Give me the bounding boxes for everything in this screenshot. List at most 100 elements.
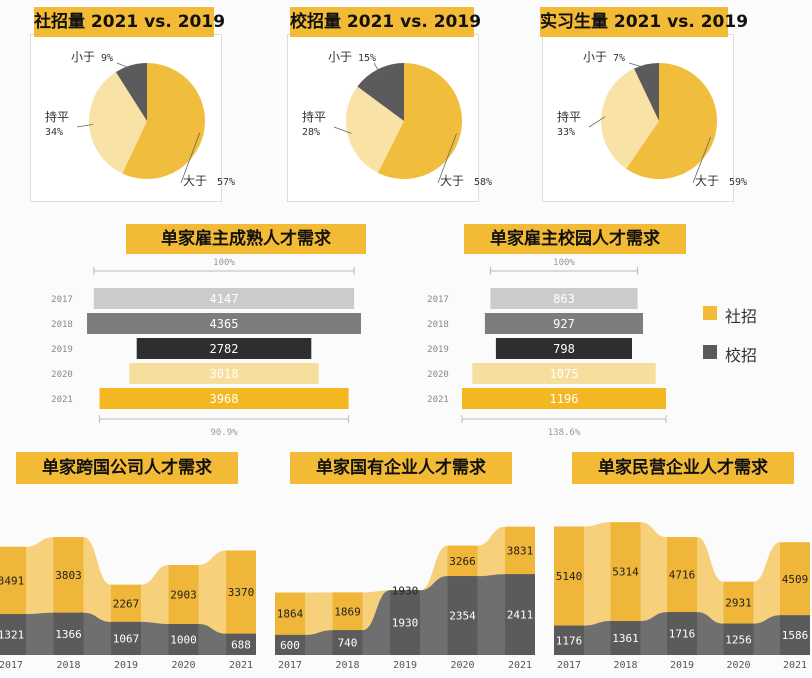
pie-chart-intern: 大于 59% 持平 33% 小于 7%	[557, 50, 747, 188]
bracket-bottom-label: 90.9%	[210, 428, 238, 438]
bar-chart-campus: 100% 863 2017 927 2018 798 2019 1075 2020 1196 202…	[400, 254, 700, 444]
area-year-label: 2021	[229, 660, 253, 671]
pie-label-name: 小于	[328, 50, 352, 64]
bar-year-label: 2019	[427, 345, 449, 355]
area-year-label: 2021	[783, 660, 807, 671]
pie-slice-持平	[88, 72, 147, 174]
area-year-label: 2018	[56, 660, 80, 671]
area-value-campus: 1321	[0, 629, 24, 642]
bar-value-label: 4365	[210, 317, 239, 331]
pie-slice-小于	[634, 63, 659, 121]
area-value-campus: 1256	[725, 633, 752, 646]
area-value-campus: 1366	[55, 628, 82, 641]
area-year-stripe-dark	[275, 634, 305, 655]
bar-value-label: 1196	[550, 392, 579, 406]
pie-label-value: 15%	[358, 53, 376, 64]
bar-2020	[129, 363, 319, 384]
pie-label-value: 28%	[302, 127, 320, 138]
area-year-stripe-dark	[226, 633, 256, 655]
area-year-stripe-dark	[723, 623, 754, 655]
pie-slice-大于	[377, 63, 463, 179]
bar-value-label: 863	[553, 292, 575, 306]
area-chart-multinational: 3491 1321 2017 3803 1366 2018 2267 1067 2019 2903…	[0, 500, 260, 678]
area-value-social: 1864	[277, 608, 304, 621]
pie-chart-campus: 大于 58% 持平 28% 小于 15%	[302, 50, 492, 188]
area-chart-private: 5140 1176 2017 5314 1361 2018 4716 1716 2019 2931…	[554, 500, 812, 678]
bar-value-label: 4147	[210, 292, 239, 306]
bar-2018	[87, 313, 361, 334]
area-value-campus: 1176	[556, 634, 583, 647]
bar-2019	[495, 338, 632, 359]
pie-leader-line	[437, 133, 457, 184]
area-value-campus: 2411	[507, 609, 534, 622]
pie-leader-line	[180, 132, 201, 184]
pie-title-social: 社招量 2021 vs. 2019	[34, 7, 225, 37]
pie-chart-social: 大于 57% 持平 34% 小于 9%	[45, 50, 235, 188]
area-value-social: 3491	[0, 574, 24, 587]
pie-label-name: 持平	[302, 109, 326, 124]
area-title-multinational: 单家跨国公司人才需求	[16, 452, 238, 484]
area-value-campus: 1361	[612, 632, 639, 645]
bar-2017	[93, 288, 355, 309]
area-value-campus: 1000	[170, 634, 197, 647]
area-title-state: 单家国有企业人才需求	[290, 452, 512, 484]
pie-slice-大于	[122, 63, 205, 179]
pie-label-value: 9%	[101, 53, 113, 64]
bar-value-label: 3018	[210, 367, 239, 381]
bar-chart-mature: 100% 4147 2017 4365 2018 2782 2019 3018 2020 3968…	[0, 254, 400, 444]
bar-year-label: 2020	[51, 370, 73, 380]
area-title-private: 单家民营企业人才需求	[572, 452, 794, 484]
area-value-social: 3831	[507, 544, 534, 557]
bar-2018	[484, 313, 643, 334]
bar-year-label: 2021	[51, 395, 73, 405]
area-value-social: 2267	[113, 597, 140, 610]
area-year-stripe-dark	[0, 614, 26, 655]
bar-title-campus: 单家雇主校园人才需求	[464, 224, 686, 254]
bar-year-label: 2020	[427, 370, 449, 380]
legend-swatch-campus	[703, 345, 717, 359]
bar-2017	[490, 288, 638, 309]
pie-label-value: 33%	[557, 127, 575, 138]
pie-leader-line	[628, 62, 648, 69]
bar-year-label: 2018	[427, 320, 449, 330]
pie-label-name: 大于	[440, 174, 464, 188]
area-value-campus: 1067	[113, 632, 140, 645]
area-year-stripe-dark	[610, 621, 641, 655]
bar-value-label: 1075	[550, 367, 579, 381]
pie-label-value: 7%	[613, 53, 625, 64]
area-year-label: 2019	[114, 660, 138, 671]
area-value-social: 3266	[449, 555, 476, 568]
bar-2021	[99, 388, 349, 409]
bar-value-label: 798	[553, 342, 575, 356]
area-value-social: 3370	[228, 586, 255, 599]
area-year-stripe-dark	[390, 590, 420, 655]
pie-leader-line	[333, 126, 352, 134]
bar-value-label: 927	[553, 317, 575, 331]
legend-label-social: 社招	[725, 307, 758, 326]
area-value-campus: 1716	[669, 628, 696, 641]
bar-2020	[472, 363, 656, 384]
bar-2019	[136, 338, 312, 359]
area-value-social: 1930	[392, 584, 419, 597]
area-year-stripe-dark	[780, 615, 810, 655]
pie-label-name: 大于	[695, 174, 719, 188]
bar-value-label: 3968	[210, 392, 239, 406]
bar-year-label: 2021	[427, 395, 449, 405]
pie-label-value: 58%	[474, 177, 492, 188]
area-year-label: 2017	[0, 660, 23, 671]
pie-card-intern: 大于 59% 持平 33% 小于 7%	[542, 34, 747, 202]
pie-title-campus: 校招量 2021 vs. 2019	[290, 7, 481, 37]
pie-label-name: 小于	[71, 50, 95, 64]
area-year-label: 2020	[171, 660, 195, 671]
pie-slice-大于	[626, 63, 718, 179]
area-value-social: 1869	[334, 605, 361, 618]
bracket-bottom-label: 138.6%	[548, 428, 581, 438]
area-year-stripe-dark	[53, 612, 84, 655]
area-value-social: 5314	[612, 566, 639, 579]
pie-slice-持平	[601, 68, 659, 169]
bar-2021	[462, 388, 666, 409]
legend-label-campus: 校招	[725, 346, 758, 365]
area-value-campus: 600	[280, 639, 300, 652]
pie-leader-line	[116, 62, 133, 70]
pie-slice-持平	[346, 86, 404, 173]
